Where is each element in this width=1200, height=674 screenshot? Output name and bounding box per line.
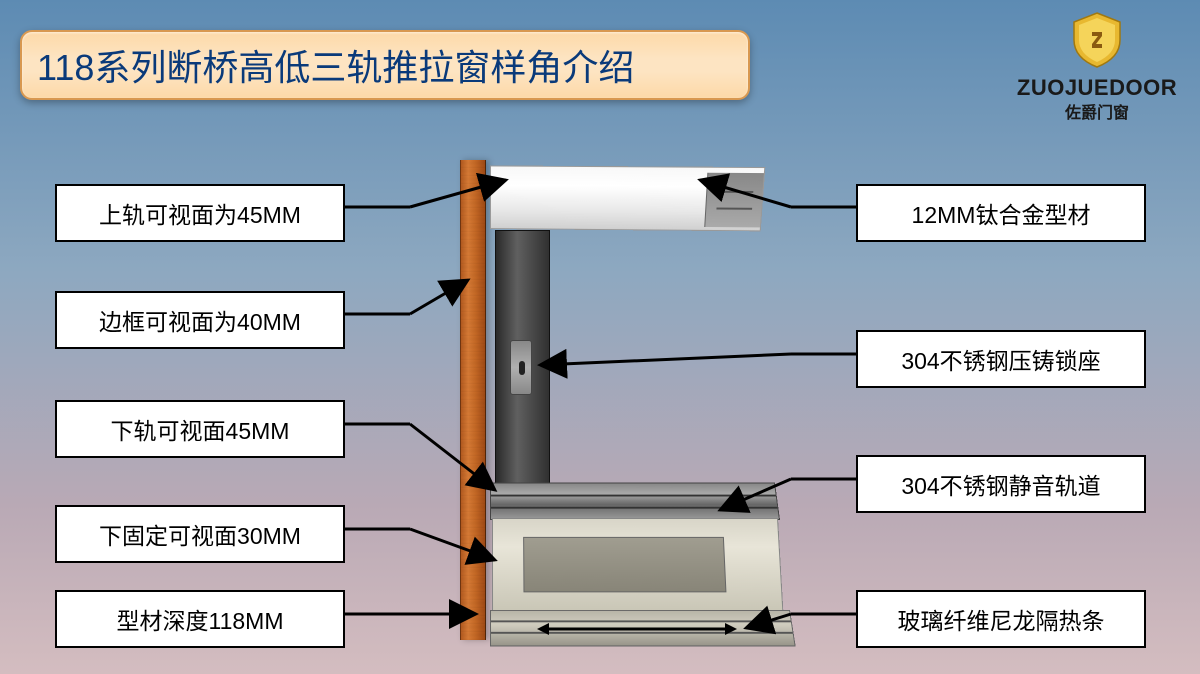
left-callout-label: 型材深度118MM <box>55 590 345 648</box>
lock-seat <box>510 340 532 395</box>
title-box: 118系列断桥高低三轨推拉窗样角介绍 <box>20 30 750 100</box>
page-title: 118系列断桥高低三轨推拉窗样角介绍 <box>37 39 634 91</box>
left-callout-label: 下固定可视面30MM <box>55 505 345 563</box>
left-callout-label: 边框可视面为40MM <box>55 291 345 349</box>
top-rail <box>490 165 765 231</box>
product-diagram <box>455 160 775 660</box>
lower-profile-body <box>492 518 784 614</box>
right-callout-label: 304不锈钢压铸锁座 <box>856 330 1146 388</box>
wood-side-frame <box>460 160 486 640</box>
quiet-rail <box>490 483 780 520</box>
left-callout-label: 下轨可视面45MM <box>55 400 345 458</box>
left-callout-label: 上轨可视面为45MM <box>55 184 345 242</box>
right-callout-label: 玻璃纤维尼龙隔热条 <box>856 590 1146 648</box>
brand-logo: ZUOJUEDOOR 佐爵门窗 <box>1012 10 1182 123</box>
logo-shield-icon <box>1062 10 1132 70</box>
logo-text-chinese: 佐爵门窗 <box>1065 99 1129 123</box>
logo-text-english: ZUOJUEDOOR <box>1017 75 1177 101</box>
depth-dimension-arrow <box>537 620 737 638</box>
right-callout-label: 304不锈钢静音轨道 <box>856 455 1146 513</box>
right-callout-label: 12MM钛合金型材 <box>856 184 1146 242</box>
